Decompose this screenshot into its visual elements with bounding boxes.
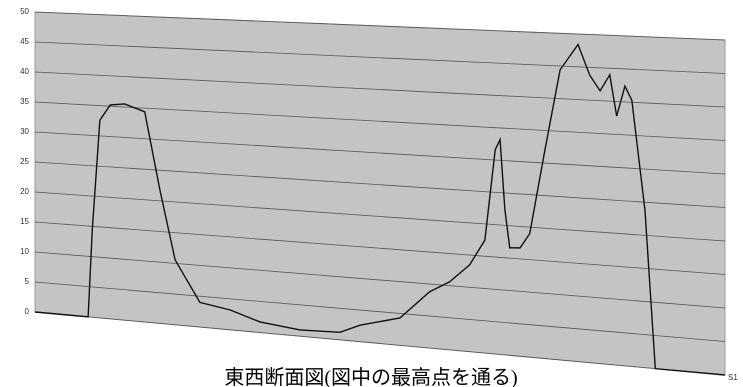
y-tick-label: 15 xyxy=(20,217,29,226)
grid-line xyxy=(34,101,726,141)
x-axis-label: S1 xyxy=(728,373,738,382)
plot-area xyxy=(34,11,726,376)
grid-line xyxy=(34,41,726,74)
grid-line xyxy=(34,71,726,108)
chart-title: 東西断面図(図中の最高点を通る) xyxy=(224,366,517,387)
grid-line xyxy=(34,11,726,41)
data-line xyxy=(34,43,726,376)
y-tick-label: 0 xyxy=(25,307,30,316)
y-tick-label: 35 xyxy=(20,97,29,106)
grid-line xyxy=(34,311,726,376)
y-tick-label: 45 xyxy=(20,37,29,46)
grid-line xyxy=(34,251,726,309)
y-tick-label: 10 xyxy=(20,247,29,256)
y-tick-label: 20 xyxy=(20,187,29,196)
grid-line xyxy=(34,221,726,275)
plot: 0 5 10 15 20 25 30 35 40 45 50 xyxy=(20,7,726,376)
y-tick-label: 40 xyxy=(20,67,29,76)
y-tick-label: 25 xyxy=(20,157,29,166)
y-tick-label: 5 xyxy=(25,277,30,286)
y-tick-label: 50 xyxy=(20,7,29,16)
y-tick-label: 30 xyxy=(20,127,29,136)
grid-line xyxy=(34,191,726,242)
grid-line xyxy=(34,281,726,342)
grid-line xyxy=(34,161,726,208)
